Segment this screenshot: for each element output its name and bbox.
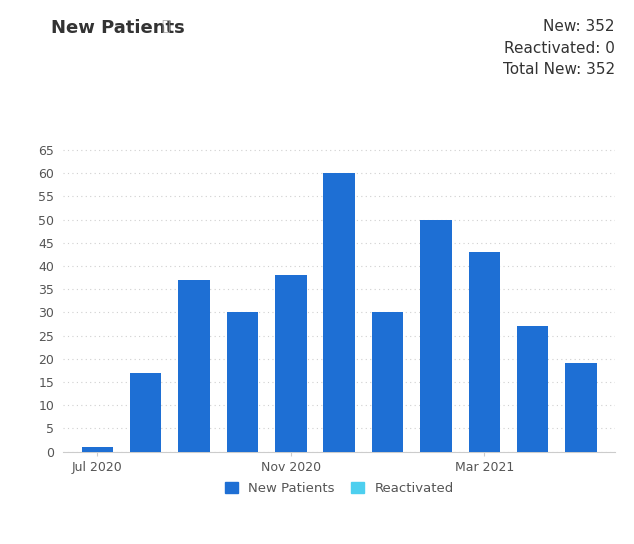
Text: New Patients: New Patients — [51, 19, 184, 37]
Bar — [227, 312, 258, 452]
Bar — [566, 363, 597, 452]
Bar — [82, 447, 113, 452]
Bar — [130, 373, 162, 452]
Bar — [517, 326, 548, 452]
Text: New: 352
Reactivated: 0
Total New: 352: New: 352 Reactivated: 0 Total New: 352 — [503, 19, 615, 77]
Legend: New Patients, Reactivated: New Patients, Reactivated — [224, 483, 454, 496]
Bar — [420, 220, 451, 452]
Text: ⓘ: ⓘ — [162, 19, 170, 33]
Bar — [178, 280, 210, 452]
Bar — [469, 252, 500, 452]
Bar — [372, 312, 403, 452]
Bar — [275, 275, 306, 452]
Bar — [323, 173, 355, 452]
